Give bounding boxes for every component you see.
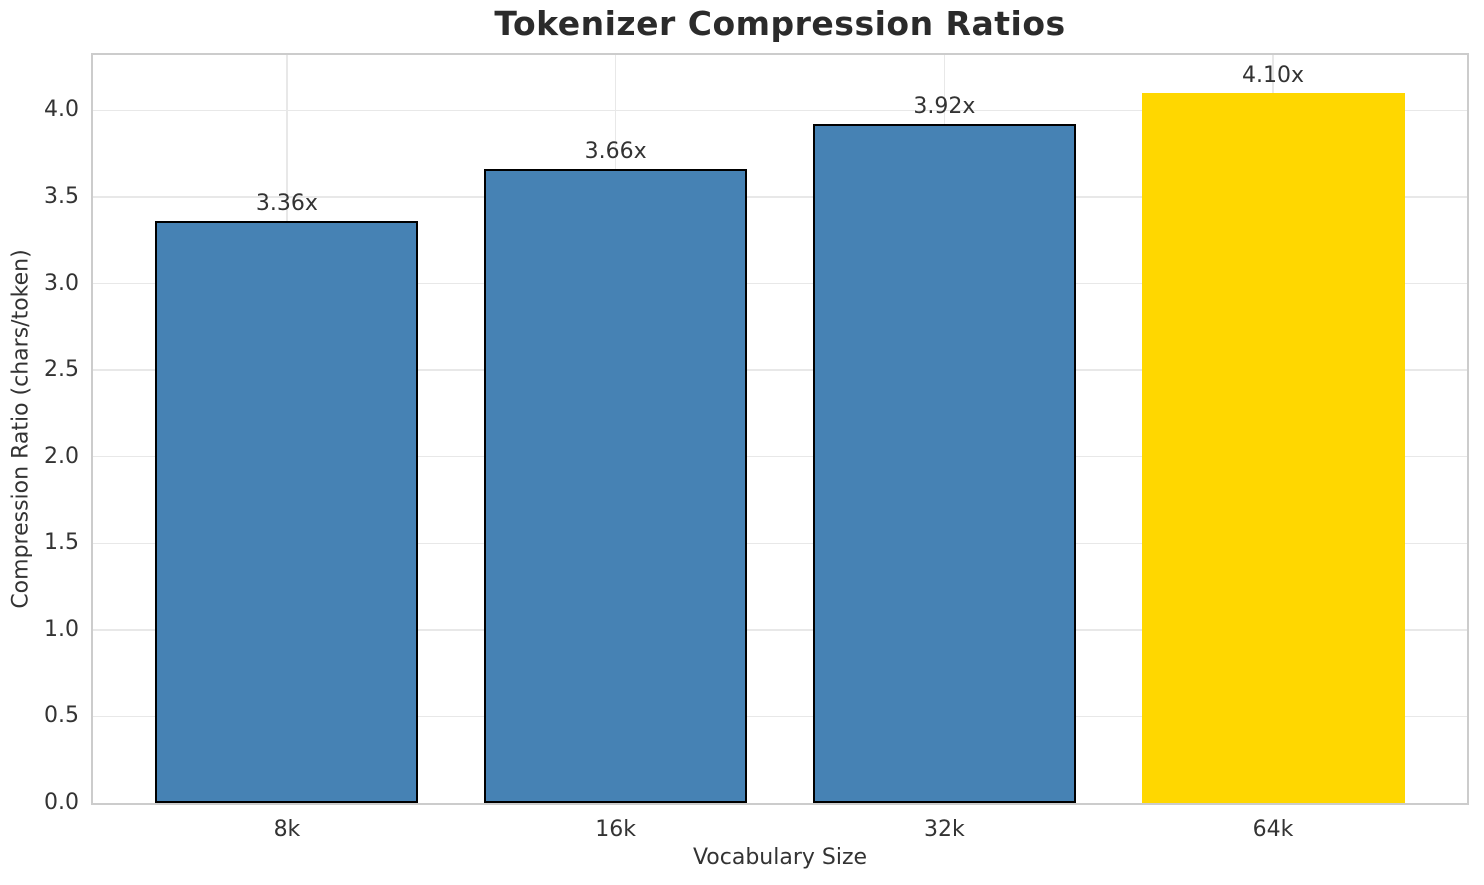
y-tick-label: 1.5 bbox=[44, 530, 79, 556]
y-tick-label: 0.0 bbox=[44, 790, 79, 815]
bar-value-label: 3.92x bbox=[913, 94, 976, 120]
horizontal-gridline bbox=[93, 196, 1467, 198]
bar-16k bbox=[484, 169, 748, 803]
horizontal-gridline bbox=[93, 455, 1467, 458]
horizontal-gridline bbox=[93, 715, 1467, 718]
bar-64k bbox=[1141, 93, 1405, 803]
y-tick-label: 3.5 bbox=[44, 183, 79, 209]
y-axis-label: Compression Ratio (chars/token) bbox=[8, 249, 34, 609]
x-tick-label: 32k bbox=[923, 817, 965, 842]
plot-area: 3.36x 3.66x 3.92x 4.10x bbox=[91, 53, 1469, 805]
y-tick-label: 2.5 bbox=[44, 357, 79, 383]
x-tick-label: 64k bbox=[1252, 817, 1294, 842]
x-tick-label: 8k bbox=[273, 817, 301, 842]
horizontal-gridline bbox=[93, 629, 1467, 631]
y-tick-label: 2.0 bbox=[44, 443, 79, 469]
bar-value-label: 4.10x bbox=[1242, 63, 1305, 89]
y-tick-label: 0.5 bbox=[44, 703, 79, 729]
y-tick-label: 4.0 bbox=[44, 97, 79, 123]
horizontal-gridline bbox=[93, 109, 1467, 112]
horizontal-gridline bbox=[93, 542, 1467, 545]
x-tick-label: 16k bbox=[595, 817, 637, 842]
y-tick-label: 3.0 bbox=[44, 270, 79, 296]
horizontal-gridline bbox=[93, 369, 1467, 371]
chart-title: Tokenizer Compression Ratios bbox=[494, 4, 1066, 43]
bar-8k bbox=[155, 221, 419, 803]
x-axis-label: Vocabulary Size bbox=[692, 845, 868, 870]
horizontal-gridline bbox=[93, 282, 1467, 285]
y-tick-label: 1.0 bbox=[44, 616, 79, 642]
bar-value-label: 3.36x bbox=[255, 191, 318, 217]
bar-value-label: 3.66x bbox=[584, 139, 647, 165]
bar-32k bbox=[812, 124, 1076, 803]
